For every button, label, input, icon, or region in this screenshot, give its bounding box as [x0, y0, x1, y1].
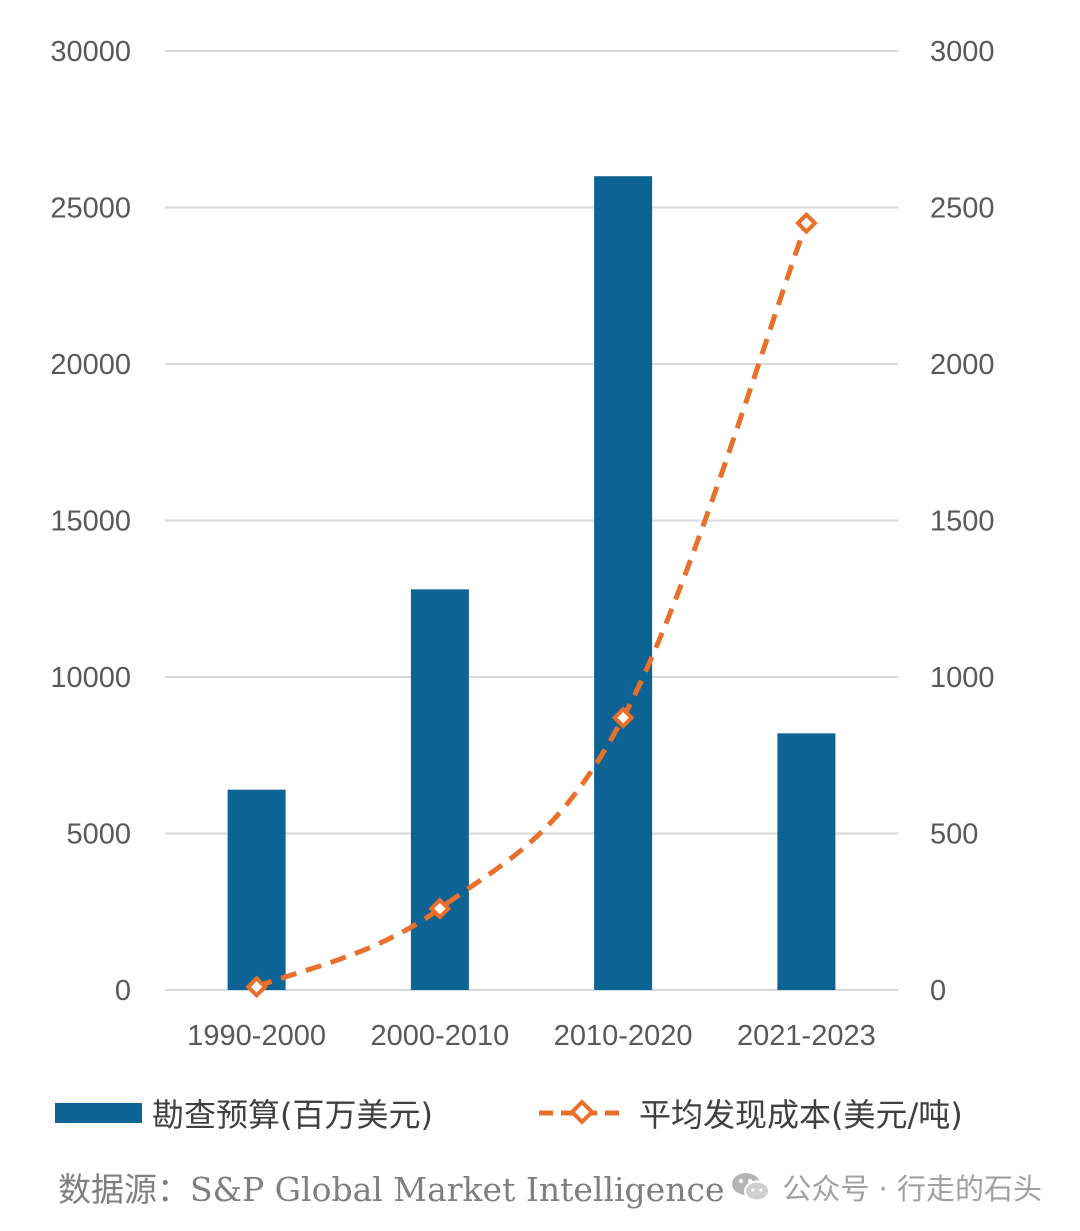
left-tick-label: 5000 [66, 819, 131, 851]
right-tick-label: 1500 [930, 506, 995, 538]
line-point [795, 211, 818, 235]
wechat-icon [732, 1173, 771, 1202]
legend: 勘查预算(百万美元) 平均发现成本(美元/吨) [0, 1088, 1080, 1138]
left-tick-label: 0 [115, 975, 131, 1007]
bar [594, 176, 653, 990]
right-tick-label: 2500 [930, 193, 995, 225]
legend-bar-swatch [55, 1103, 142, 1123]
legend-line-swatch [539, 1099, 627, 1125]
right-tick-label: 500 [930, 819, 978, 851]
right-axis: 0 500 1000 1500 2000 2500 3000 [930, 36, 995, 1007]
left-tick-label: 20000 [50, 349, 131, 381]
x-tick-label: 1990-2000 [187, 1020, 326, 1052]
left-tick-label: 25000 [50, 193, 131, 225]
x-tick-label: 2010-2020 [554, 1020, 693, 1052]
watermark: 公众号 · 行走的石头 [730, 1166, 1042, 1208]
line-series [245, 211, 818, 999]
x-axis: 1990-2000 2000-2010 2010-2020 2021-2023 [187, 1020, 875, 1052]
watermark-text: 公众号 · 行走的石头 [782, 1172, 1042, 1206]
bar [410, 589, 469, 990]
line-point [245, 975, 268, 999]
right-tick-label: 0 [930, 975, 946, 1007]
bar-series [227, 176, 836, 990]
legend-item-bar: 勘查预算(百万美元) [55, 1088, 433, 1138]
right-tick-label: 3000 [930, 36, 995, 68]
right-tick-label: 2000 [930, 349, 995, 381]
legend-item-line: 平均发现成本(美元/吨) [537, 1088, 963, 1138]
left-axis: 0 5000 10000 15000 20000 25000 30000 [50, 36, 131, 1007]
x-tick-label: 2021-2023 [737, 1020, 876, 1052]
line-point [428, 897, 452, 920]
source-note: 数据源：S&P Global Market Intelligence [58, 1170, 725, 1209]
left-tick-label: 30000 [50, 36, 131, 68]
series-line [255, 222, 809, 990]
bar [227, 789, 286, 990]
x-tick-label: 2000-2010 [371, 1020, 510, 1052]
legend-line-label: 平均发现成本(美元/吨) [639, 1096, 963, 1134]
left-tick-label: 10000 [50, 662, 131, 694]
legend-bar-label: 勘查预算(百万美元) [152, 1096, 433, 1134]
gridlines [165, 50, 898, 991]
line-point [611, 706, 635, 730]
bar [777, 733, 836, 990]
left-tick-label: 15000 [50, 506, 131, 538]
chart: 0 5000 10000 15000 20000 25000 30000 0 500 1000 1… [50, 36, 995, 1052]
right-tick-label: 1000 [930, 662, 995, 694]
